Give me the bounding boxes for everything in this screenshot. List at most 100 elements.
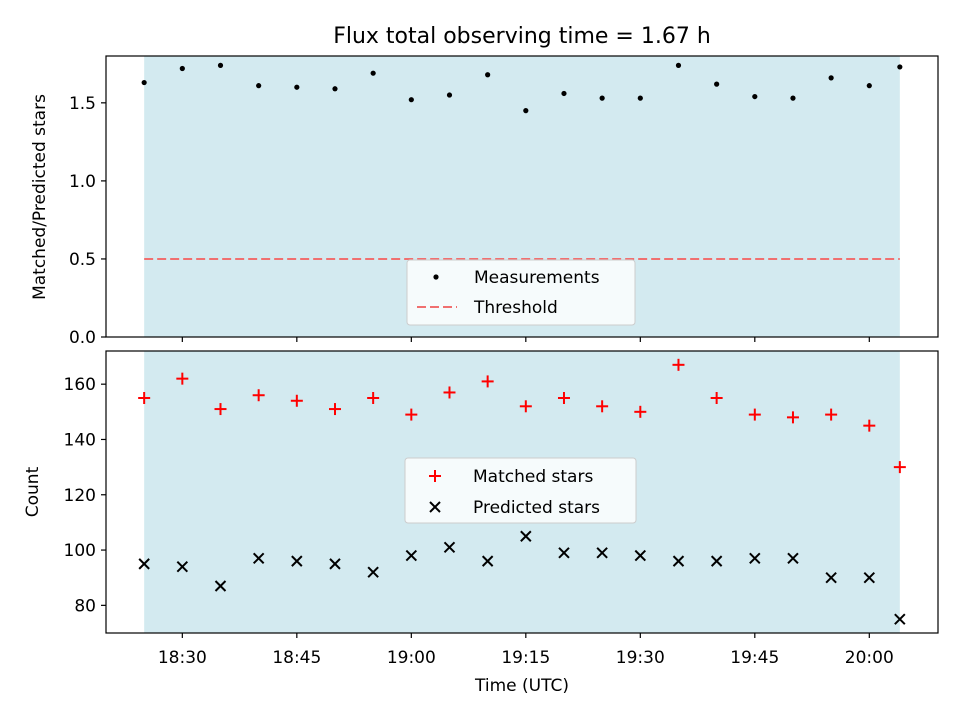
top-legend: Measurements Threshold: [406, 259, 636, 326]
matched-point: [748, 408, 761, 421]
x-tick-label: 18:30: [158, 648, 207, 668]
predicted-point: [634, 549, 647, 562]
x-axis-label: Time (UTC): [474, 676, 569, 696]
legend-threshold-label: Threshold: [473, 298, 558, 318]
measurement-point: [217, 62, 224, 68]
matched-point: [519, 400, 532, 413]
predicted-point: [138, 558, 150, 570]
matched-point: [893, 461, 906, 474]
predicted-point: [863, 571, 876, 584]
measurement-point: [294, 84, 300, 90]
x-tick-label: 19:45: [730, 648, 779, 668]
bottom-legend-box: [404, 457, 637, 524]
matched-point: [176, 372, 189, 385]
top-y-tick-label: 1.0: [69, 172, 96, 192]
legend-predicted-marker: [429, 501, 441, 513]
matched-point: [138, 392, 151, 404]
bottom-legend: Matched stars Predicted stars: [404, 457, 637, 524]
measurement-point: [714, 81, 720, 87]
measurement-point: [256, 83, 262, 89]
measurement-point: [675, 62, 682, 68]
top-x-ticks: [181, 337, 870, 342]
measurement-point: [866, 83, 872, 89]
measurement-point: [446, 92, 453, 98]
predicted-point: [749, 552, 761, 565]
legend-matched-label: Matched stars: [473, 467, 593, 487]
predicted-point: [558, 547, 570, 559]
x-tick-label: 19:15: [501, 648, 550, 668]
measurement-point: [752, 93, 758, 100]
predicted-point: [329, 558, 341, 570]
predicted-point: [291, 555, 303, 567]
measurement-point: [828, 75, 834, 81]
top-legend-box: [406, 259, 636, 326]
x-tick-label: 19:30: [616, 648, 665, 668]
legend-measurement-marker: [433, 274, 439, 280]
measurement-point: [141, 79, 147, 86]
matched-points: [138, 358, 906, 474]
matched-point: [634, 405, 647, 418]
legend-predicted-label: Predicted stars: [473, 498, 600, 518]
measurement-point: [637, 95, 643, 101]
matched-point: [863, 419, 876, 432]
predicted-point: [596, 547, 608, 559]
bottom-panel: 80 100 120 140 160 18:30 18:45 19:00 19:15 19:30…: [23, 350, 939, 668]
measurement-point: [408, 97, 414, 103]
top-y-tick-label: 0.5: [69, 250, 96, 270]
measurement-point: [485, 72, 491, 78]
top-y-tick-label: 0.0: [69, 328, 96, 348]
matched-point: [328, 403, 341, 416]
bottom-y-ticks: 80 100 120 140 160: [64, 375, 106, 616]
predicted-point: [367, 566, 379, 578]
matched-point: [443, 386, 456, 399]
measurement-point: [897, 64, 903, 70]
matched-point: [367, 392, 380, 404]
matched-point: [214, 403, 227, 416]
bottom-y-tick-label: 140: [64, 430, 96, 450]
predicted-point: [176, 560, 189, 573]
predicted-point: [520, 530, 532, 542]
predicted-point: [894, 613, 906, 625]
predicted-points: [138, 530, 906, 625]
x-tick-label: 19:00: [387, 648, 436, 668]
measurement-point: [599, 95, 605, 101]
matched-point: [710, 392, 723, 404]
predicted-point: [825, 571, 837, 584]
measurement-point: [370, 70, 376, 76]
matched-point: [672, 358, 685, 371]
predicted-point: [405, 549, 418, 562]
bottom-y-tick-label: 120: [64, 486, 96, 506]
top-y-tick-label: 1.5: [69, 94, 96, 114]
predicted-point: [710, 555, 723, 567]
x-tick-label: 18:45: [272, 648, 321, 668]
matched-point: [596, 400, 609, 413]
matched-point: [786, 411, 799, 424]
measurement-point: [332, 86, 338, 92]
chart-title: Flux total observing time = 1.67 h: [333, 24, 711, 49]
predicted-point: [672, 555, 685, 567]
predicted-point: [214, 580, 227, 592]
matched-point: [290, 394, 303, 407]
matched-point: [481, 375, 494, 388]
bottom-y-axis-label: Count: [23, 466, 43, 517]
top-panel: 0.0 0.5 1.0 1.5 Matched/Predicted stars Mea…: [30, 55, 939, 348]
matched-point: [405, 408, 418, 421]
predicted-point: [252, 552, 265, 565]
bottom-x-ticks: 18:30 18:45 19:00 19:15 19:30 19:45 20:00: [158, 633, 894, 668]
predicted-point: [481, 555, 494, 567]
top-y-axis-label: Matched/Predicted stars: [30, 94, 50, 300]
bottom-y-tick-label: 160: [64, 375, 96, 395]
top-y-ticks: 0.0 0.5 1.0 1.5: [69, 94, 106, 348]
bottom-y-tick-label: 80: [74, 596, 96, 616]
predicted-point: [787, 552, 799, 565]
measurement-point: [523, 108, 529, 114]
predicted-point: [443, 541, 456, 554]
bottom-axes-frame: [105, 350, 939, 634]
bottom-y-tick-label: 100: [64, 541, 96, 561]
measurement-points: [141, 62, 903, 114]
matched-point: [252, 389, 265, 402]
x-tick-label: 20:00: [845, 648, 894, 668]
top-axes-frame: [105, 55, 939, 338]
measurement-point: [561, 90, 567, 97]
